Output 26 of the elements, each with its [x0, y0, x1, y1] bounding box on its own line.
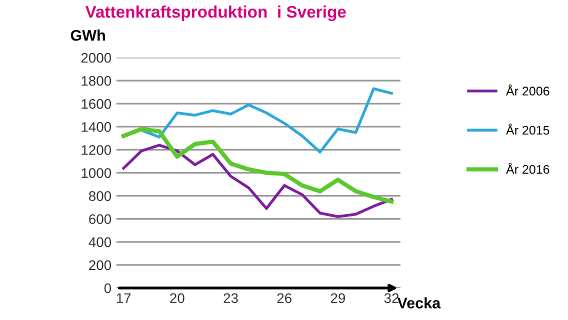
line-series [122, 126, 394, 204]
x-tick-label: 20 [170, 293, 184, 304]
x-tick-label: 26 [277, 293, 292, 304]
x-axis-title: Vecka [397, 297, 441, 308]
y-tick-label: 1400 [82, 122, 112, 132]
x-tick-label: 32 [384, 293, 399, 304]
legend-label: År 2015 [506, 124, 550, 135]
y-tick-label: 1200 [82, 145, 112, 155]
y-tick-label: 2000 [81, 52, 112, 63]
y-tick-label: 400 [88, 237, 112, 248]
y-tick-label: 0 [104, 283, 112, 294]
line-series [140, 87, 393, 154]
legend-label: År 2016 [506, 162, 550, 174]
x-tick-label: 17 [116, 293, 131, 303]
y-tick-label: 1000 [82, 168, 112, 178]
x-tick-label: 23 [224, 293, 238, 304]
y-axis-title: GWh [70, 30, 105, 41]
x-tick-label: 29 [330, 293, 345, 304]
y-tick-label: 200 [89, 260, 112, 270]
y-tick-label: 1800 [82, 76, 112, 86]
y-tick-label: 600 [89, 214, 112, 224]
y-tick-label: 800 [89, 191, 112, 202]
y-tick-label: 1600 [82, 99, 112, 109]
line-series [122, 144, 393, 218]
chart-title: Vattenkraftsproduktion i Sverige [85, 6, 346, 22]
legend-label: År 2006 [506, 84, 550, 96]
